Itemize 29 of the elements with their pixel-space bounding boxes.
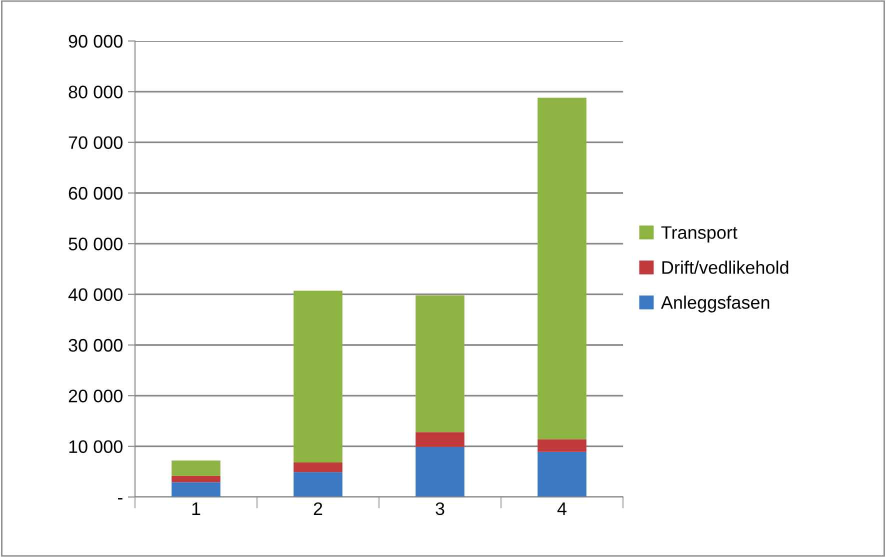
bar	[416, 295, 464, 432]
bar	[538, 439, 586, 452]
y-tick-label: 10 000	[69, 440, 122, 454]
bar	[416, 432, 464, 447]
x-tick-label: 2	[314, 502, 322, 515]
y-tick-label: 20 000	[68, 390, 122, 402]
y-tick-label: 60 000	[68, 186, 122, 200]
legend-label: Anleggsfasen	[660, 296, 770, 312]
x-tick-label: 1	[192, 502, 200, 515]
y-tick-label: 80 000	[68, 86, 122, 98]
x-tick-label: 4	[557, 502, 566, 515]
bar	[294, 462, 342, 472]
bar	[416, 446, 464, 497]
y-tick-label: 40 000	[68, 288, 122, 302]
y-tick-label: -	[118, 498, 122, 500]
bar	[172, 476, 220, 482]
bar	[538, 452, 586, 497]
bar	[294, 472, 342, 497]
y-tick-label: 70 000	[68, 136, 122, 150]
bar	[538, 98, 586, 440]
legend-label: Transport	[661, 226, 738, 242]
x-tick-label: 3	[436, 502, 444, 516]
y-tick-label: 90 000	[68, 34, 122, 48]
bar	[172, 482, 220, 497]
bar	[172, 460, 220, 476]
y-tick-label: 50 000	[68, 238, 122, 250]
bar	[294, 290, 342, 463]
y-tick-label: 30 000	[68, 338, 122, 352]
legend-label: Drift/vedlikehold	[662, 260, 788, 274]
